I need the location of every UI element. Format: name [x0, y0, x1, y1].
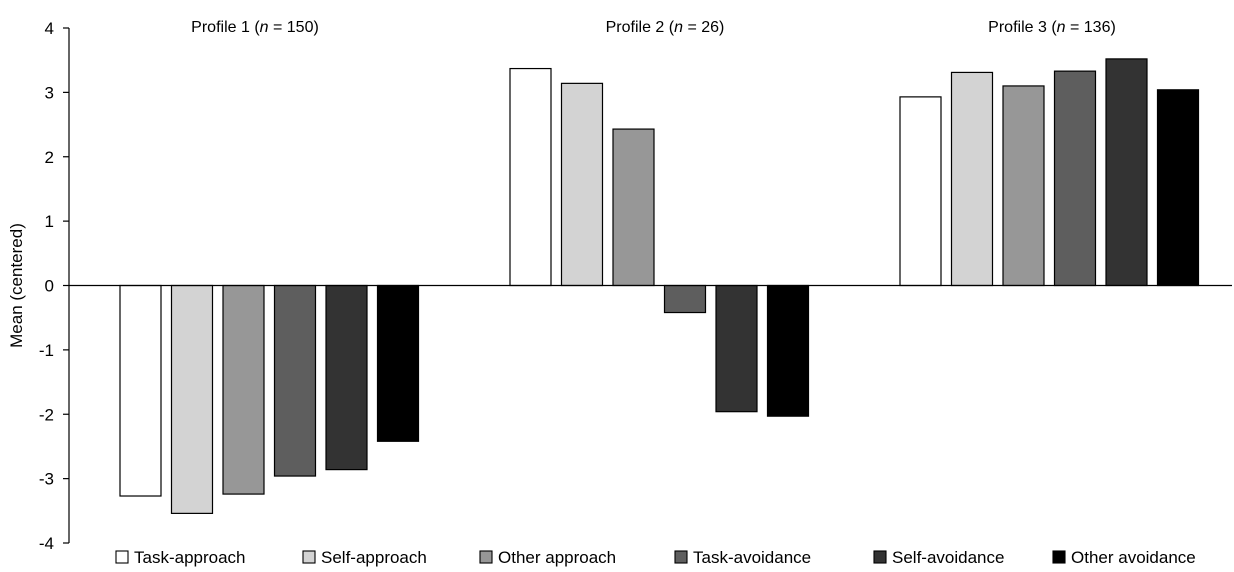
- bar: [170, 284, 214, 514]
- bar: [715, 284, 758, 413]
- y-tick-label: -4: [39, 534, 54, 553]
- legend-label: Other avoidance: [1071, 548, 1196, 567]
- legend-swatch: [674, 550, 688, 564]
- y-axis: -4 -3 -2 -1 0 1 2 3 4: [39, 19, 70, 553]
- y-tick-label: -2: [39, 405, 54, 424]
- group-title: Profile 1 (n = 150): [191, 19, 319, 36]
- y-tick-label: 2: [45, 148, 54, 167]
- y-tick-label: -1: [39, 341, 54, 360]
- bar: [1156, 89, 1200, 287]
- bar: [376, 284, 420, 442]
- bar: [325, 284, 368, 471]
- legend-label: Task-avoidance: [693, 548, 811, 567]
- legend-label: Self-approach: [321, 548, 427, 567]
- bar: [119, 284, 162, 497]
- bar: [509, 67, 552, 287]
- bar: [1002, 85, 1045, 287]
- y-tick-label: 4: [45, 19, 54, 38]
- legend-label: Self-avoidance: [892, 548, 1004, 567]
- legend-label: Task-approach: [134, 548, 246, 567]
- bar: [663, 284, 707, 314]
- y-tick-label: -3: [39, 470, 54, 489]
- legend-swatch: [115, 550, 129, 564]
- bar: [222, 284, 265, 495]
- legend-swatch: [302, 550, 316, 564]
- bar: [766, 284, 810, 417]
- legend: Task-approach Self-approach Other approach…: [115, 548, 1196, 567]
- bar: [1053, 70, 1097, 287]
- bar: [899, 96, 942, 287]
- bar: [273, 284, 317, 477]
- legend-label: Other approach: [498, 548, 616, 567]
- legend-swatch: [1052, 550, 1066, 564]
- bars: [119, 58, 1200, 514]
- y-tick-label: 0: [45, 277, 54, 296]
- legend-swatch: [873, 550, 887, 564]
- group-title: Profile 3 (n = 136): [988, 19, 1116, 36]
- y-axis-label: Mean (centered): [7, 223, 26, 348]
- bar: [1105, 58, 1148, 287]
- group-title: Profile 2 (n = 26): [606, 19, 725, 36]
- bar: [560, 82, 604, 287]
- y-tick-label: 1: [45, 212, 54, 231]
- legend-swatch: [479, 550, 493, 564]
- bar: [950, 71, 994, 287]
- bar: [612, 128, 655, 287]
- group-titles: Profile 1 (n = 150) Profile 2 (n = 26) Pro…: [191, 19, 1116, 36]
- y-tick-label: 3: [45, 83, 54, 102]
